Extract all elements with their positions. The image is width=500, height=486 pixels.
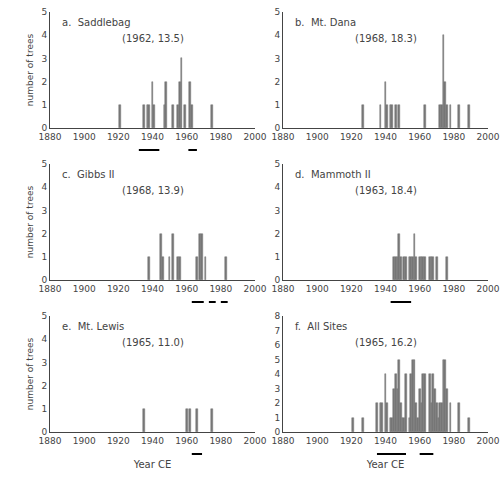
svg-text:1940: 1940	[374, 132, 397, 142]
svg-text:1880: 1880	[39, 132, 62, 142]
svg-text:Year CE: Year CE	[133, 459, 172, 470]
svg-text:4: 4	[274, 182, 280, 192]
svg-text:1880: 1880	[272, 436, 295, 446]
svg-text:1: 1	[41, 404, 47, 414]
svg-text:1920: 1920	[340, 436, 363, 446]
svg-text:0: 0	[274, 427, 280, 437]
svg-text:0: 0	[41, 427, 47, 437]
svg-text:number of trees: number of trees	[25, 34, 35, 107]
svg-text:c. Gibbs II: c. Gibbs II	[62, 169, 115, 180]
svg-text:6: 6	[274, 340, 280, 350]
svg-text:1900: 1900	[306, 436, 329, 446]
svg-text:1920: 1920	[340, 284, 363, 294]
svg-text:(1965, 16.2): (1965, 16.2)	[355, 337, 417, 348]
svg-text:1900: 1900	[73, 436, 96, 446]
svg-text:5: 5	[41, 311, 47, 321]
svg-text:5: 5	[274, 159, 280, 169]
svg-text:2: 2	[274, 398, 280, 408]
svg-text:b. Mt. Dana: b. Mt. Dana	[295, 17, 356, 28]
svg-text:1900: 1900	[306, 284, 329, 294]
svg-text:2000: 2000	[477, 132, 500, 142]
svg-text:1960: 1960	[175, 284, 198, 294]
svg-text:1960: 1960	[408, 436, 431, 446]
svg-text:5: 5	[274, 355, 280, 365]
svg-text:1960: 1960	[408, 284, 431, 294]
svg-text:1880: 1880	[272, 284, 295, 294]
svg-text:1940: 1940	[141, 284, 164, 294]
svg-text:1960: 1960	[175, 436, 198, 446]
svg-text:a. Saddlebag: a. Saddlebag	[62, 17, 131, 28]
svg-text:1: 1	[274, 413, 280, 423]
svg-text:2000: 2000	[477, 436, 500, 446]
svg-text:3: 3	[274, 54, 280, 64]
svg-text:4: 4	[274, 30, 280, 40]
svg-text:1900: 1900	[73, 132, 96, 142]
svg-text:2000: 2000	[244, 436, 267, 446]
svg-text:1980: 1980	[209, 284, 232, 294]
svg-text:1880: 1880	[39, 436, 62, 446]
svg-text:1900: 1900	[306, 132, 329, 142]
svg-text:0: 0	[41, 275, 47, 285]
svg-text:5: 5	[41, 7, 47, 17]
svg-text:3: 3	[274, 206, 280, 216]
svg-text:number of trees: number of trees	[25, 186, 35, 259]
svg-text:1980: 1980	[442, 132, 465, 142]
svg-text:1940: 1940	[374, 436, 397, 446]
svg-text:3: 3	[274, 384, 280, 394]
svg-text:1960: 1960	[408, 132, 431, 142]
svg-text:2: 2	[274, 77, 280, 87]
svg-text:1940: 1940	[141, 132, 164, 142]
svg-text:1: 1	[274, 100, 280, 110]
svg-text:0: 0	[274, 275, 280, 285]
svg-text:1980: 1980	[442, 436, 465, 446]
svg-text:2: 2	[41, 381, 47, 391]
svg-text:1: 1	[274, 252, 280, 262]
svg-text:2: 2	[41, 77, 47, 87]
svg-text:1: 1	[41, 100, 47, 110]
svg-text:2000: 2000	[244, 132, 267, 142]
svg-text:1880: 1880	[272, 132, 295, 142]
svg-text:Year CE: Year CE	[366, 459, 405, 470]
svg-text:1920: 1920	[340, 132, 363, 142]
svg-text:1920: 1920	[107, 284, 130, 294]
svg-text:1980: 1980	[209, 436, 232, 446]
svg-text:1900: 1900	[73, 284, 96, 294]
svg-text:(1968, 18.3): (1968, 18.3)	[355, 33, 417, 44]
svg-text:e. Mt. Lewis: e. Mt. Lewis	[62, 321, 124, 332]
svg-text:1980: 1980	[209, 132, 232, 142]
svg-text:1960: 1960	[175, 132, 198, 142]
svg-text:3: 3	[41, 206, 47, 216]
svg-text:4: 4	[41, 30, 47, 40]
svg-text:5: 5	[41, 159, 47, 169]
svg-text:1920: 1920	[107, 132, 130, 142]
svg-text:1: 1	[41, 252, 47, 262]
svg-text:1880: 1880	[39, 284, 62, 294]
svg-text:1940: 1940	[141, 436, 164, 446]
svg-text:8: 8	[274, 311, 280, 321]
svg-text:1980: 1980	[442, 284, 465, 294]
svg-text:7: 7	[274, 326, 280, 336]
svg-text:4: 4	[274, 369, 280, 379]
svg-text:2000: 2000	[477, 284, 500, 294]
svg-text:2000: 2000	[244, 284, 267, 294]
svg-text:f. All Sites: f. All Sites	[295, 321, 347, 332]
svg-text:d. Mammoth II: d. Mammoth II	[295, 169, 371, 180]
svg-text:number of trees: number of trees	[25, 338, 35, 411]
svg-text:(1968, 13.9): (1968, 13.9)	[122, 185, 184, 196]
svg-text:1940: 1940	[374, 284, 397, 294]
svg-text:5: 5	[274, 7, 280, 17]
svg-text:2: 2	[41, 229, 47, 239]
svg-text:3: 3	[41, 54, 47, 64]
svg-text:4: 4	[41, 182, 47, 192]
svg-text:(1963, 18.4): (1963, 18.4)	[355, 185, 417, 196]
svg-text:(1962, 13.5): (1962, 13.5)	[122, 33, 184, 44]
svg-text:3: 3	[41, 358, 47, 368]
svg-text:1920: 1920	[107, 436, 130, 446]
svg-text:2: 2	[274, 229, 280, 239]
svg-text:(1965, 11.0): (1965, 11.0)	[122, 337, 184, 348]
svg-text:4: 4	[41, 334, 47, 344]
svg-text:0: 0	[41, 123, 47, 133]
svg-text:0: 0	[274, 123, 280, 133]
